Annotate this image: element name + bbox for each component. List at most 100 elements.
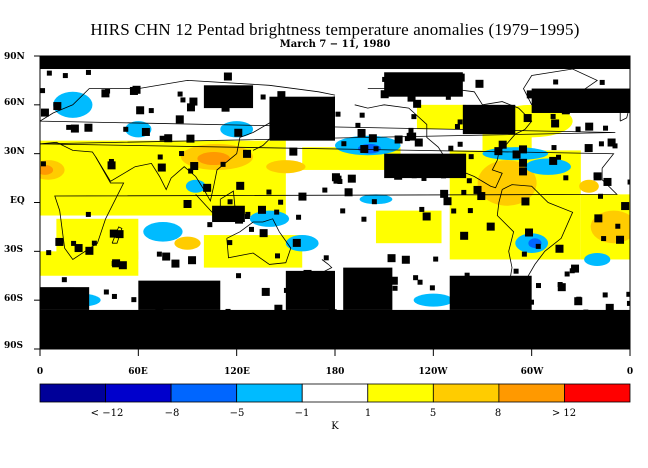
missing-data-pixel: [575, 103, 581, 109]
lon-label-120e: 120E: [224, 367, 250, 377]
missing-data-pixel: [461, 189, 467, 195]
missing-data-pixel: [475, 79, 484, 88]
missing-data-pixel: [413, 99, 422, 108]
missing-data-pixel: [274, 304, 283, 313]
missing-data-pixel: [616, 235, 625, 244]
missing-data-pixel: [612, 143, 618, 149]
missing-data-pixel: [274, 253, 280, 259]
missing-data-pixel: [561, 106, 570, 115]
missing-data-pixel: [626, 291, 630, 297]
missing-data-pixel: [477, 192, 486, 201]
missing-data-pixel: [46, 250, 52, 256]
missing-data-pixel: [101, 89, 110, 98]
missing-data-pixel: [123, 126, 129, 132]
missing-data-pixel: [343, 270, 349, 276]
missing-data-pixel: [131, 297, 137, 303]
missing-data-pixel: [535, 283, 541, 289]
lat-label-90n: 90N: [4, 52, 25, 62]
missing-data-pixel: [370, 275, 376, 281]
missing-data-pixel: [621, 202, 630, 211]
cold-anomaly-region: [143, 222, 183, 242]
missing-data-pixel: [603, 125, 609, 131]
missing-data-region: [40, 287, 90, 310]
missing-data-pixel: [190, 162, 199, 171]
missing-data-pixel: [303, 269, 312, 278]
coastline: [40, 79, 616, 145]
missing-data-pixel: [103, 289, 109, 295]
missing-data-pixel: [188, 168, 194, 174]
missing-data-pixel: [417, 279, 423, 285]
colorbar-swatch: [105, 383, 172, 403]
missing-data-pixel: [159, 135, 165, 141]
missing-data-pixel: [519, 167, 528, 176]
missing-data-pixel: [70, 124, 79, 133]
missing-data-pixel: [411, 114, 417, 120]
missing-data-pixel: [615, 223, 621, 229]
missing-data-pixel: [376, 271, 382, 277]
missing-data-pixel: [396, 82, 402, 88]
colorbar-swatch: [170, 383, 238, 403]
missing-data-pixel: [66, 287, 75, 296]
missing-data-pixel: [411, 173, 417, 179]
missing-data-pixel: [466, 178, 472, 184]
colorbar-swatch: [367, 383, 434, 403]
missing-data-pixel: [140, 291, 146, 297]
missing-data-pixel: [549, 156, 558, 165]
missing-data-pixel: [91, 240, 97, 246]
colorbar-label-8: > 12: [551, 408, 577, 419]
missing-data-pixel: [179, 151, 185, 157]
colorbar-swatch: [39, 383, 106, 403]
missing-data-pixel: [223, 72, 232, 81]
missing-data-pixel: [188, 256, 197, 265]
warm-anomaly-region: [375, 210, 442, 244]
missing-data-pixel: [422, 212, 431, 221]
lon-label-120w: 120W: [418, 367, 448, 377]
missing-data-pixel: [344, 188, 353, 197]
missing-data-pixel: [40, 161, 46, 167]
missing-data-pixel: [227, 240, 233, 246]
missing-data-pixel: [186, 134, 195, 143]
missing-data-pixel: [84, 123, 93, 132]
missing-data-pixel: [40, 88, 46, 94]
map-title: HIRS CHN 12 Pentad brightness temperatur…: [90, 20, 580, 39]
missing-data-pixel: [136, 106, 145, 115]
missing-data-pixel: [295, 298, 304, 307]
coastline: [95, 96, 336, 202]
missing-data-pixel: [244, 214, 250, 220]
missing-data-pixel: [347, 174, 356, 183]
missing-data-pixel: [279, 119, 288, 128]
missing-data-region: [384, 72, 463, 97]
missing-data-pixel: [457, 119, 463, 125]
coastline: [40, 141, 618, 261]
missing-data-pixel: [85, 246, 94, 255]
missing-data-pixel: [556, 154, 562, 160]
missing-data-pixel: [289, 147, 298, 156]
missing-data-pixel: [603, 177, 612, 186]
colorbar-label-4: −1: [294, 408, 310, 419]
missing-data-pixel: [415, 87, 421, 93]
missing-data-pixel: [526, 90, 535, 99]
missing-data-pixel: [516, 280, 525, 289]
missing-data-pixel: [277, 91, 286, 100]
missing-data-pixel: [373, 146, 379, 152]
missing-data-pixel: [162, 252, 171, 261]
coastline: [496, 184, 574, 293]
missing-data-region: [203, 85, 254, 109]
missing-data-pixel: [257, 205, 266, 214]
missing-data-pixel: [323, 255, 329, 261]
missing-data-pixel: [563, 175, 569, 181]
missing-data-pixel: [584, 144, 593, 153]
missing-data-pixel: [157, 154, 163, 160]
missing-data-pixel: [221, 103, 230, 112]
missing-data-pixel: [445, 94, 451, 100]
missing-data-pixel: [292, 238, 301, 247]
lat-label-60s: 60S: [4, 294, 24, 304]
missing-data-pixel: [236, 273, 242, 279]
missing-data-pixel: [473, 185, 482, 194]
colorbar-label-1: < −12: [90, 408, 124, 419]
missing-data-pixel: [322, 187, 328, 193]
colorbar-swatch: [498, 383, 565, 403]
missing-data-pixel: [553, 79, 559, 85]
missing-data-pixel: [598, 141, 604, 147]
